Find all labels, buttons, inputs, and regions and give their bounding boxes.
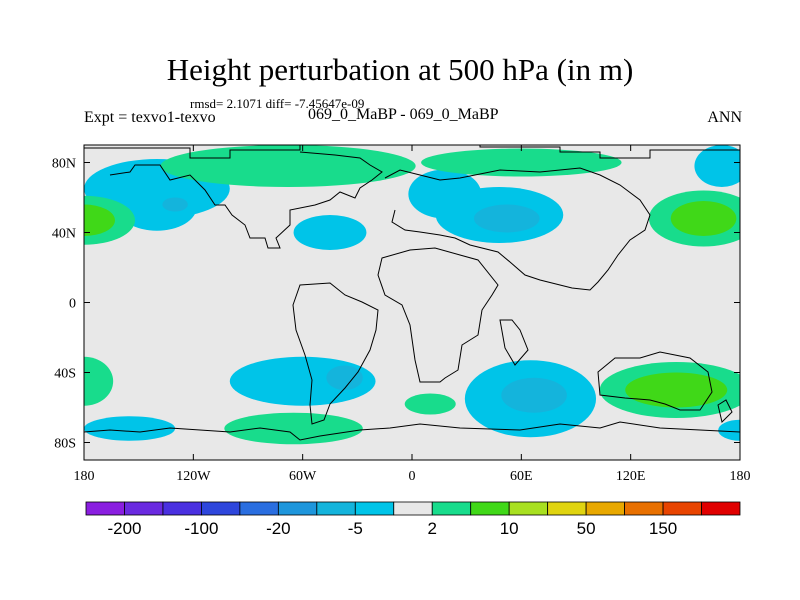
colorbar-label: 2 [428, 519, 437, 538]
anomaly-region [694, 145, 740, 187]
x-tick-label: 60W [289, 469, 317, 484]
anomaly-region [670, 201, 737, 236]
x-tick-label: 60E [510, 469, 533, 484]
colorbar-box [239, 501, 279, 516]
anomaly-region [293, 215, 367, 250]
eurasia-coast [384, 167, 651, 291]
antarctica-coast [84, 421, 740, 441]
colorbar-box [85, 501, 125, 516]
anomaly-region [625, 372, 728, 408]
chart-title: Height perturbation at 500 hPa (in m) [166, 52, 634, 87]
colorbar-box [124, 501, 164, 516]
colorbar-box [316, 501, 356, 516]
anomaly-region [718, 419, 740, 441]
y-tick-label: 40S [54, 367, 76, 382]
x-tick-label: 120W [176, 469, 211, 484]
africa-coast [377, 247, 499, 383]
season-label: ANN [707, 109, 742, 126]
colorbar-box [624, 501, 664, 516]
anomaly-region [326, 365, 363, 390]
stats-text: rmsd= 2.1071 diff= -7.45647e-09 [190, 96, 365, 111]
colorbar-box [431, 501, 472, 516]
anomaly-region [160, 145, 416, 187]
colorbar-label: 50 [577, 519, 596, 538]
australia-coast [597, 351, 713, 411]
colorbar-label: -200 [107, 519, 141, 538]
south-america-coast [292, 282, 379, 425]
experiment-label: Expt = texvo1-texvo [84, 109, 216, 126]
colorbar-label: -20 [266, 519, 291, 538]
x-tick-label: 180 [730, 469, 751, 484]
colorbar-box [277, 501, 318, 516]
colorbar-box [585, 501, 625, 516]
anomaly-region [224, 412, 363, 445]
colorbar-label: -5 [348, 519, 363, 538]
anomaly-region [84, 416, 176, 441]
new-zealand-coast [717, 399, 733, 423]
y-tick-label: 0 [69, 297, 76, 312]
anomaly-region [84, 356, 114, 406]
anomaly-region [473, 204, 540, 233]
colorbar-box [354, 501, 395, 516]
north-america-coast [109, 151, 383, 249]
colorbar-label: 150 [649, 519, 677, 538]
anomaly-region [421, 148, 622, 177]
x-tick-label: 120E [616, 469, 646, 484]
coastlines [84, 145, 740, 441]
anomaly-field [84, 145, 740, 445]
y-tick-label: 40N [52, 227, 76, 242]
madagascar-coast [499, 319, 529, 366]
colorbar-box [508, 501, 549, 516]
colorbar-box [547, 501, 587, 516]
colorbar-box [162, 501, 202, 516]
case-label: 069_0_MaBP - 069_0_MaBP [308, 106, 499, 123]
x-tick-label: 180 [74, 469, 95, 484]
y-tick-label: 80N [52, 157, 76, 172]
colorbar-box [662, 501, 702, 516]
colorbar-box [201, 501, 241, 516]
anomaly-region [84, 204, 115, 236]
anomaly-region [162, 197, 188, 212]
anomaly-region [501, 377, 567, 413]
colorbar-box [393, 501, 433, 516]
map-axes: 180 120W 60W 0 60E 120E 180 80N 40N 0 40S 80S [52, 145, 751, 484]
colorbar-box [701, 501, 741, 516]
colorbar: -200 -100 -20 -5 2 10 50 150 [85, 501, 741, 538]
colorbar-label: -100 [184, 519, 218, 538]
anomaly-region [116, 181, 197, 231]
colorbar-label: 10 [500, 519, 519, 538]
anomaly-region [404, 393, 456, 415]
colorbar-box [470, 501, 510, 516]
y-tick-label: 80S [54, 437, 76, 452]
arctic-coast [84, 145, 740, 159]
x-tick-label: 0 [409, 469, 416, 484]
